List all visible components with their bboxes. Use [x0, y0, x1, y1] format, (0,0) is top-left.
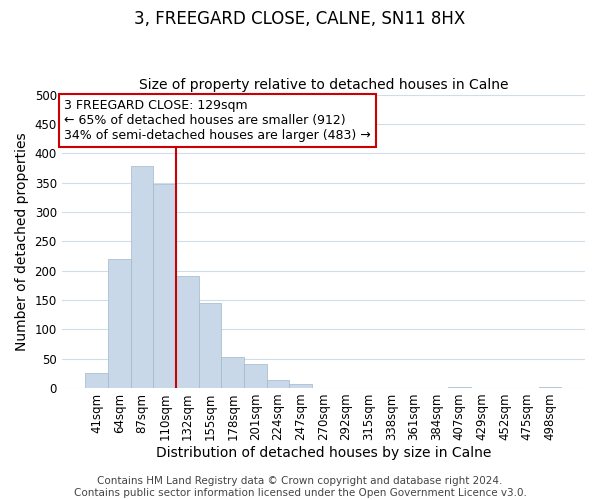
Bar	[85, 374, 108, 388]
Text: 3, FREEGARD CLOSE, CALNE, SN11 8HX: 3, FREEGARD CLOSE, CALNE, SN11 8HX	[134, 10, 466, 28]
Bar	[108, 259, 131, 388]
Bar	[199, 303, 221, 388]
Bar	[539, 387, 561, 388]
Bar	[289, 384, 312, 388]
Text: Contains HM Land Registry data © Crown copyright and database right 2024.
Contai: Contains HM Land Registry data © Crown c…	[74, 476, 526, 498]
Bar	[448, 387, 470, 388]
Bar	[221, 357, 244, 388]
Bar	[244, 364, 266, 388]
Y-axis label: Number of detached properties: Number of detached properties	[15, 132, 29, 350]
Bar	[176, 276, 199, 388]
Bar	[154, 184, 176, 388]
Bar	[131, 166, 154, 388]
Text: 3 FREEGARD CLOSE: 129sqm
← 65% of detached houses are smaller (912)
34% of semi-: 3 FREEGARD CLOSE: 129sqm ← 65% of detach…	[64, 99, 371, 142]
X-axis label: Distribution of detached houses by size in Calne: Distribution of detached houses by size …	[155, 446, 491, 460]
Bar	[266, 380, 289, 388]
Title: Size of property relative to detached houses in Calne: Size of property relative to detached ho…	[139, 78, 508, 92]
